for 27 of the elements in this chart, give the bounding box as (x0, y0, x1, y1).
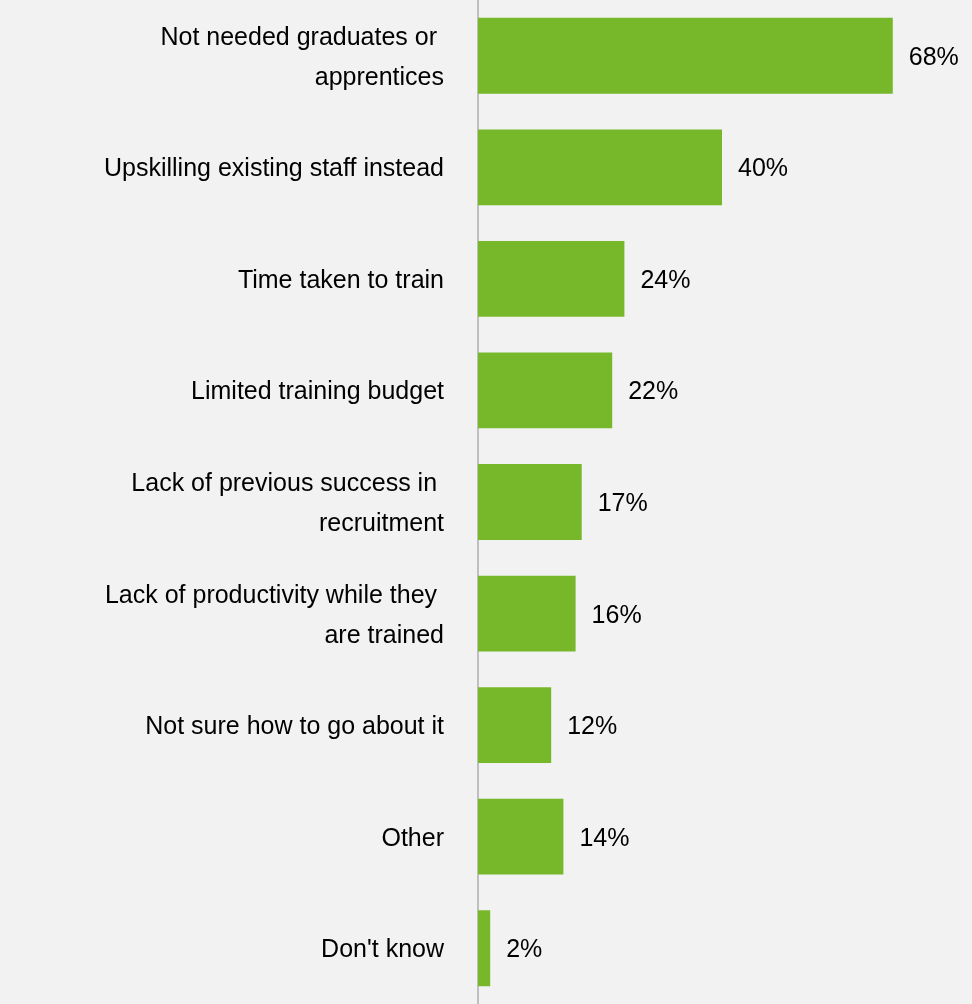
data-label: 12% (567, 711, 618, 740)
bar (478, 129, 722, 206)
y-tick-label: Limited training budget (191, 376, 445, 405)
bar (478, 240, 625, 317)
y-tick-label: Upskilling existing staff instead (104, 153, 444, 182)
bar (478, 17, 893, 94)
y-tick-label: Not sure how to go about it (145, 711, 445, 740)
bar (478, 352, 613, 429)
y-tick-label: Time taken to train (237, 264, 444, 293)
y-tick-label: Lack of previous success in recruitment (131, 468, 445, 536)
bar (478, 687, 552, 764)
data-label: 16% (591, 599, 642, 628)
data-label: 24% (640, 264, 691, 293)
data-label: 14% (579, 822, 630, 851)
data-label: 2% (506, 934, 543, 963)
y-tick-label: Not needed graduates or apprentices (160, 21, 444, 90)
y-tick-label: Don't know (321, 934, 445, 963)
data-label: 40% (738, 153, 789, 182)
data-label: 68% (908, 41, 959, 70)
y-tick-label: Lack of productivity while they are trained (104, 579, 444, 648)
data-label: 22% (628, 376, 679, 405)
bar (478, 798, 564, 875)
y-tick-label: Other (381, 822, 444, 851)
bar (478, 464, 582, 540)
bar (478, 575, 576, 652)
bar (478, 910, 491, 987)
data-label: 17% (597, 488, 648, 516)
